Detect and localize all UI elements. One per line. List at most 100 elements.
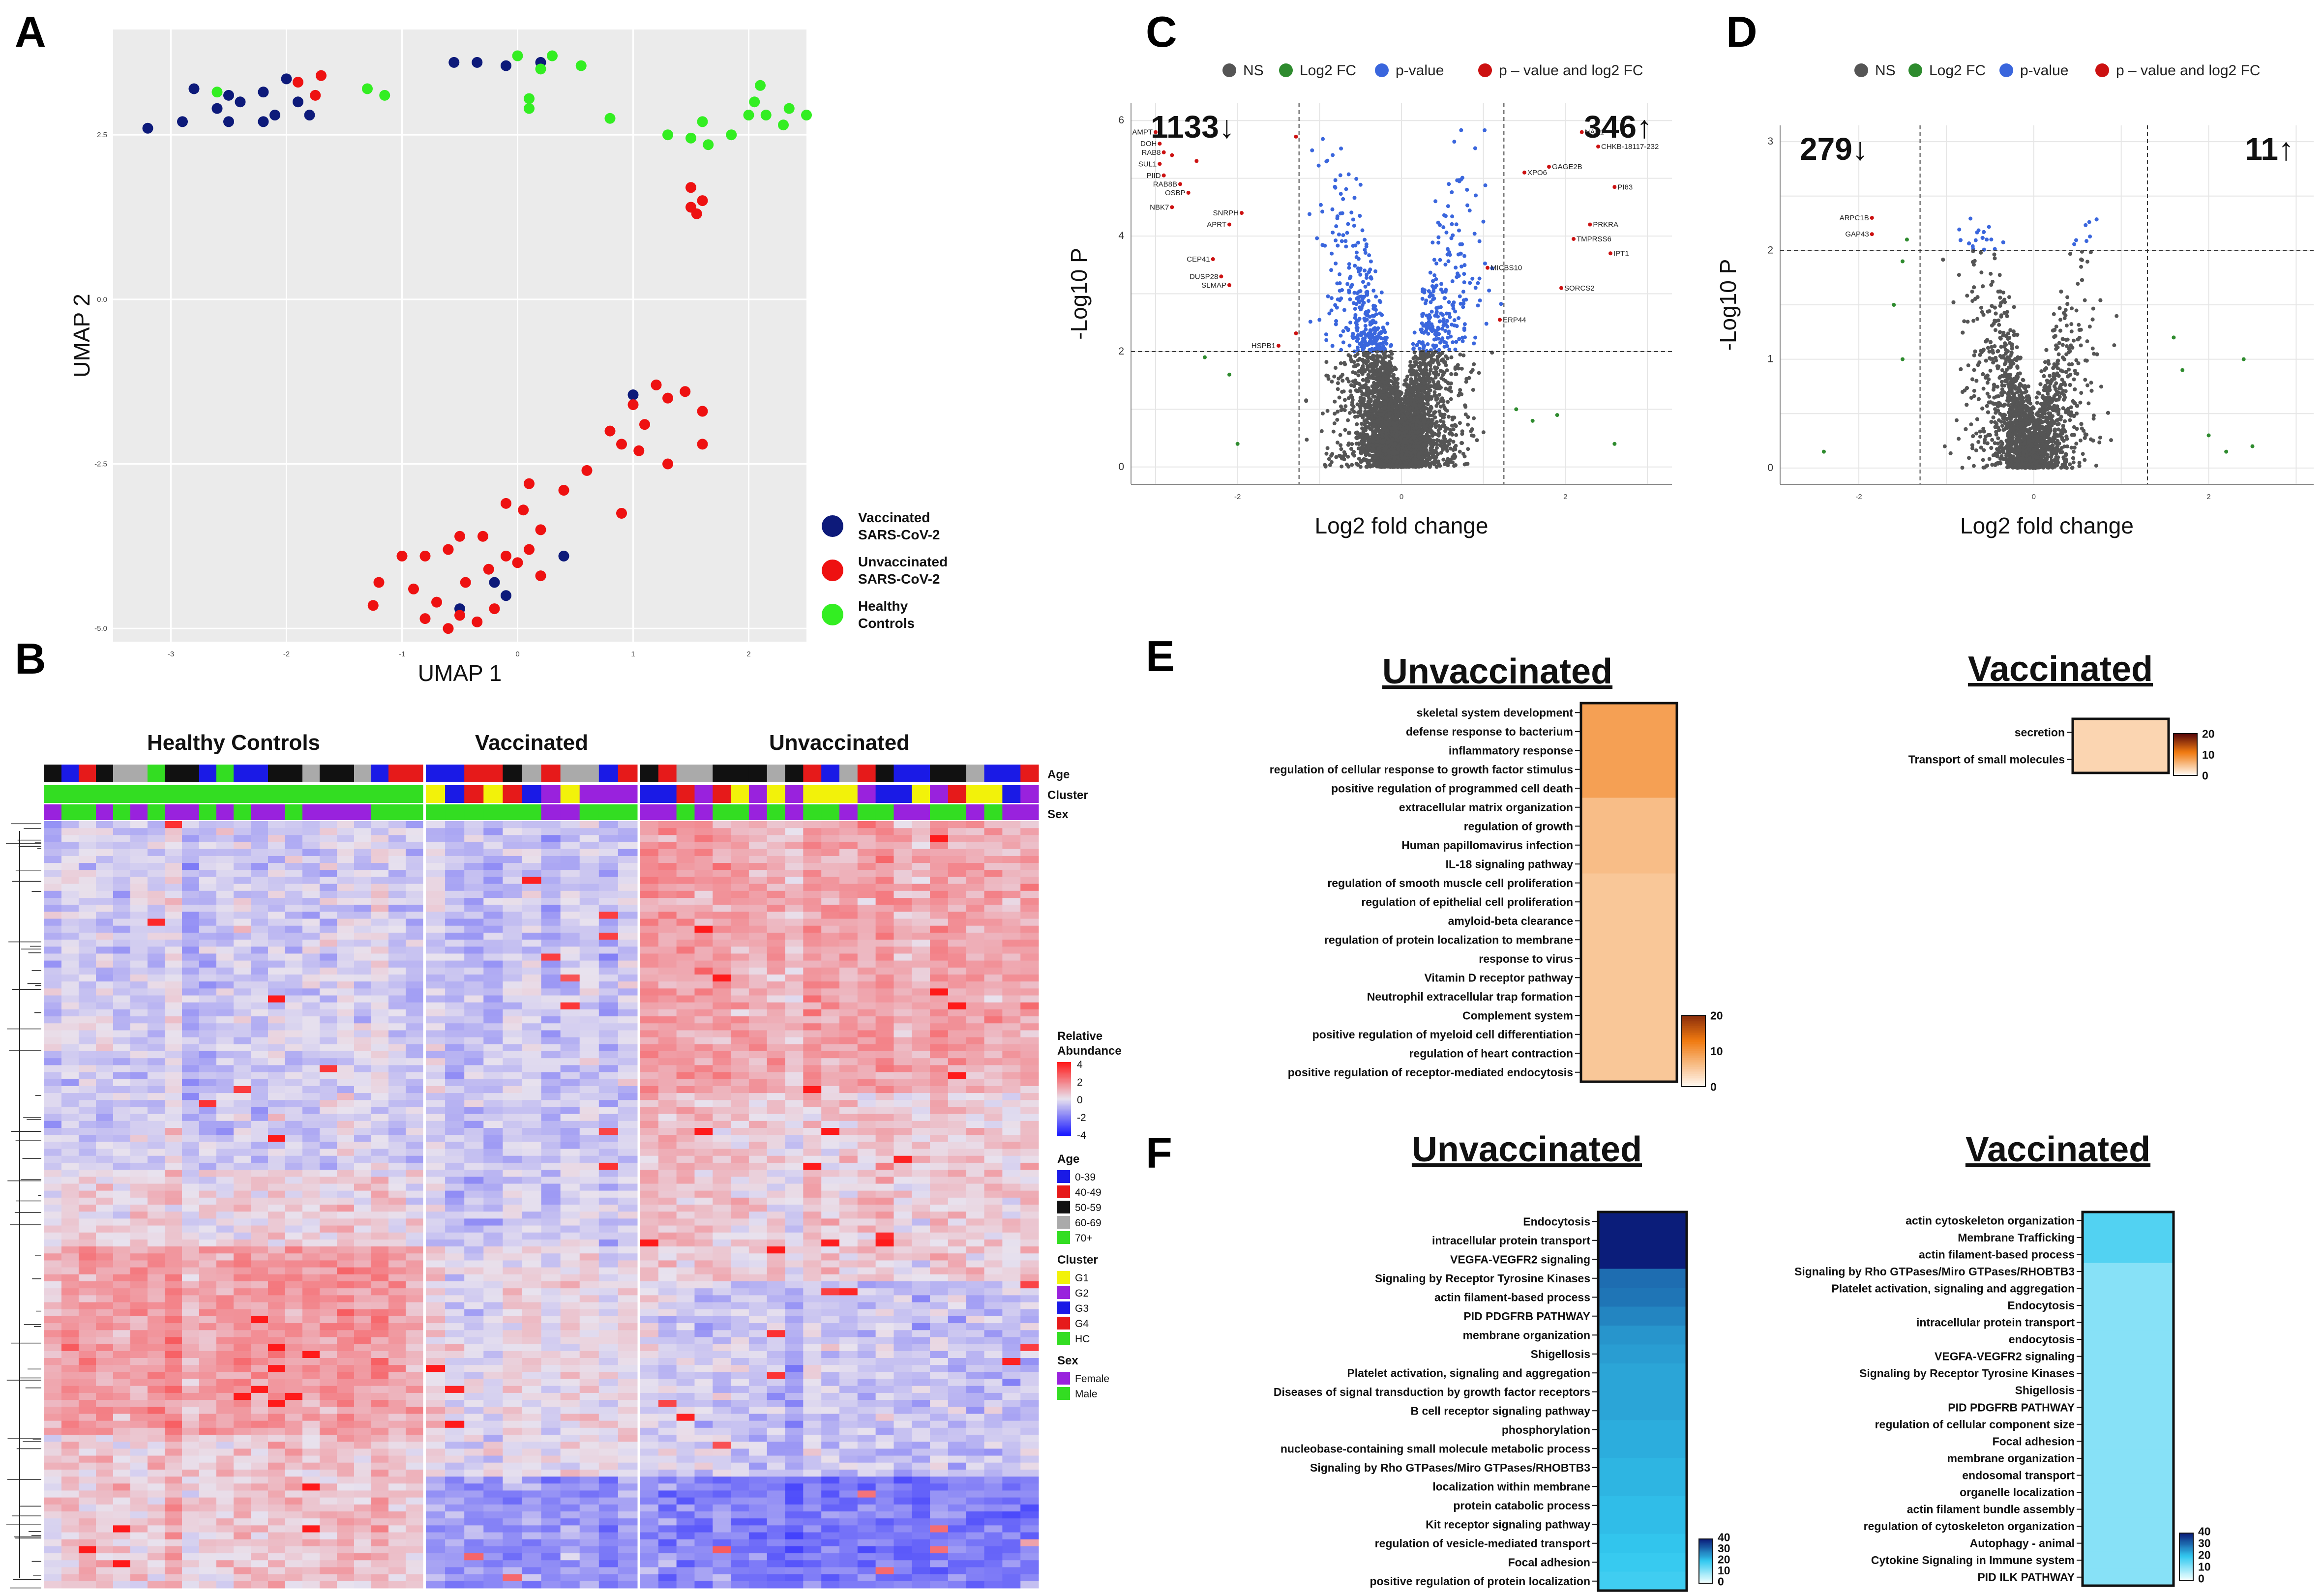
volcano-point [1990, 438, 1995, 442]
volcano-point [2091, 416, 2096, 421]
volcano-point [1462, 254, 1467, 258]
volcano-point [1422, 344, 1427, 348]
volcano-point [1440, 336, 1445, 341]
umap-point [703, 139, 714, 150]
volcano-point [1483, 261, 1487, 266]
umap-point [211, 103, 223, 114]
umap-point [304, 110, 315, 121]
volcano-point [1235, 442, 1240, 446]
volcano-point [1371, 365, 1376, 370]
volcano-labeled-point [1211, 257, 1215, 262]
volcano-point [2074, 308, 2079, 313]
umap-point [524, 544, 535, 555]
volcano-point [1359, 451, 1363, 456]
volcano-point [1359, 460, 1363, 464]
volcano-point [1347, 288, 1351, 293]
volcano-point [1324, 338, 1329, 342]
umap-point [258, 87, 269, 98]
volcano-point [1362, 360, 1367, 365]
volcano-point [1382, 381, 1387, 385]
volcano-point [1457, 393, 1461, 398]
volcano-point [1476, 303, 1480, 308]
volcano-point [1449, 397, 1453, 401]
volcano-point [1462, 280, 1466, 285]
volcano-point [1366, 282, 1370, 286]
gene-label: SNRPH [1213, 209, 1239, 217]
volcano-point [1420, 460, 1425, 465]
volcano-point [1340, 211, 1344, 215]
volcano-point [1294, 134, 1298, 139]
volcano-point [1414, 425, 1418, 430]
volcano-point [1399, 415, 1403, 420]
volcano-point [1453, 463, 1458, 468]
volcano-point [1330, 380, 1334, 384]
volcano-point [1405, 399, 1409, 404]
volcano-point [1469, 429, 1473, 433]
volcano-point [1426, 383, 1430, 387]
volcano-point [1337, 395, 1341, 400]
volcano-point [1387, 455, 1391, 460]
volcano-point [1430, 279, 1435, 283]
volcano-point [1464, 377, 1469, 381]
volcano-labeled-point [1227, 222, 1231, 227]
volcano-point [1336, 381, 1340, 385]
volcano-point [1427, 353, 1431, 357]
gene-label: ERP44 [1503, 316, 1526, 324]
volcano-point [1361, 280, 1365, 284]
volcano-point [1454, 372, 1459, 377]
umap-point [443, 623, 454, 634]
volcano-point [2015, 345, 2019, 350]
volcano-point [2084, 223, 2088, 227]
volcano-point [1403, 434, 1407, 438]
volcano-point [1458, 388, 1462, 392]
volcano-point [1372, 423, 1377, 427]
volcano-point [1369, 389, 1373, 393]
volcano-point [1432, 337, 1436, 342]
umap-point [443, 544, 454, 555]
volcano-point [1452, 454, 1457, 459]
volcano-point [2077, 323, 2081, 327]
volcano-point [1353, 363, 1358, 368]
volcano-point [1428, 408, 1432, 413]
volcano-point [1416, 410, 1420, 414]
volcano-point [1353, 307, 1357, 311]
volcano-point [1439, 282, 1444, 286]
volcano-point [1462, 328, 1466, 332]
volcano-point [1390, 432, 1394, 437]
volcano-point [1459, 265, 1464, 269]
volcano-point [1359, 333, 1364, 337]
volcano-point [1404, 461, 1409, 465]
volcano-point [1393, 409, 1398, 414]
volcano-point [1434, 261, 1439, 266]
volcano-point [1374, 295, 1378, 299]
umap-point [454, 610, 465, 621]
volcano-point [1444, 288, 1448, 292]
umap-x-axis-title: UMAP 1 [418, 660, 502, 686]
umap-point [604, 425, 616, 437]
umap-point [367, 600, 379, 611]
volcano-point [1446, 259, 1451, 264]
volcano-point [1318, 203, 1323, 207]
volcano-point [1335, 441, 1340, 445]
volcano-point [1426, 399, 1430, 404]
volcano-point [1378, 365, 1383, 370]
umap-point [258, 116, 269, 127]
volcano-point [1348, 389, 1353, 393]
volcano-point [1391, 448, 1396, 452]
gene-label: SORCS2 [1564, 284, 1595, 293]
volcano-point [1434, 442, 1438, 446]
volcano-point [1335, 281, 1340, 286]
volcano-point [1452, 140, 1457, 144]
volcano-point [1330, 344, 1335, 348]
umap-x-tick-label: -3 [168, 650, 174, 658]
umap-point [489, 603, 500, 615]
volcano-point [1382, 400, 1387, 405]
volcano-point [1393, 421, 1397, 426]
volcano-point [1371, 443, 1375, 447]
volcano-x-axis-title: Log2 fold change [1315, 513, 1489, 538]
volcano-point [1402, 422, 1407, 426]
volcano-point [2069, 329, 2074, 334]
volcano-point [1465, 462, 1470, 466]
gene-label: PIID [1146, 172, 1161, 180]
volcano-y-tick-label: 0 [1118, 461, 1124, 473]
